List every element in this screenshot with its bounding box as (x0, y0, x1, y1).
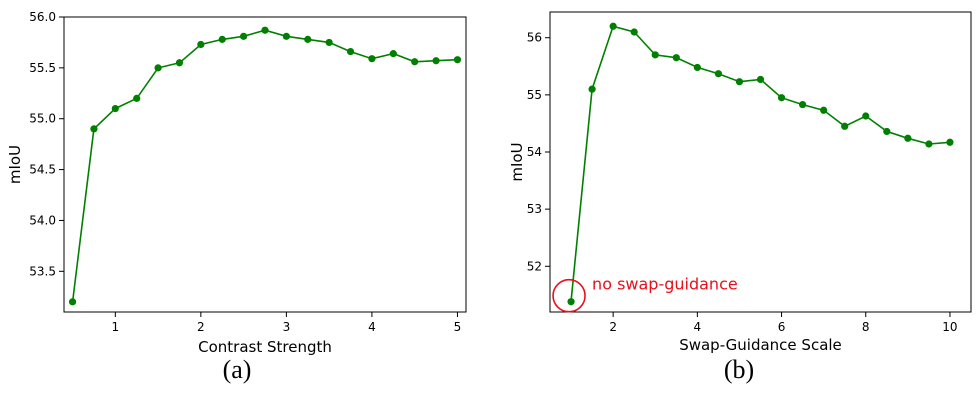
chart-a-series-line (71, 29, 458, 302)
chart-b-data-point (799, 100, 807, 109)
chart-a-data-point (453, 56, 462, 64)
chart-b-data-point (925, 140, 933, 148)
chart-b-data-point (651, 51, 659, 59)
chart-b: 2 4 6 8 10 52 53 54 55 56 Swap-Guidance Scale mIoU n… (508, 11, 972, 384)
chart-a-y-tick-label: 55.0 (29, 112, 56, 126)
chart-a-x-tick-label: 1 (111, 320, 119, 334)
chart-a-data-point (389, 50, 397, 58)
chart-a-data-point (411, 58, 419, 66)
chart-b-x-tick-label: 4 (694, 320, 702, 334)
chart-a-data-point (175, 59, 184, 67)
chart-b-data-point (567, 298, 575, 306)
chart-b-y-tick-label: 55 (527, 88, 542, 102)
chart-a-y-tick-label: 55.5 (29, 61, 56, 75)
chart-a-y-axis-label: mIoU (6, 145, 24, 184)
chart-b-data-point (904, 134, 912, 142)
chart-a-caption: (a) (223, 355, 252, 384)
chart-b-y-tick-label: 52 (527, 259, 542, 273)
chart-a-data-point (261, 26, 269, 34)
chart-b-data-point (714, 70, 723, 78)
chart-a-x-tick-label: 3 (283, 320, 291, 334)
chart-a-y-tick-label: 53.5 (29, 264, 56, 278)
chart-b-plot-frame (549, 11, 972, 313)
chart-b-x-axis-label: Swap-Guidance Scale (679, 336, 842, 354)
chart-a-data-point (90, 125, 98, 133)
chart-a-x-axis-label: Contrast Strength (198, 338, 332, 356)
chart-b-annotation-circle (552, 278, 586, 313)
chart-b-data-point (588, 85, 596, 93)
chart-b-x-tick-label: 6 (778, 320, 786, 334)
chart-b-annotation-text: no swap-guidance (592, 275, 738, 294)
chart-a-data-point (240, 32, 248, 40)
chart-b-data-point (883, 127, 891, 136)
chart-b-data-point (630, 28, 638, 36)
chart-a-data-point (68, 298, 77, 306)
chart-b-y-tick-label: 53 (527, 202, 542, 216)
chart-a-data-point (197, 40, 205, 49)
chart-a-plot-frame (63, 16, 467, 313)
chart-b-data-point (862, 112, 870, 120)
chart-a-y-tick-label: 56.0 (29, 10, 56, 24)
chart-a: 1 2 3 4 5 53.5 54.0 54.5 55.0 55.5 56.0 Contrast St… (6, 10, 467, 384)
chart-a-y-tick-label: 54.0 (29, 213, 56, 227)
chart-b-data-point (735, 78, 744, 86)
chart-b-x-tick-label: 8 (862, 320, 870, 334)
chart-b-data-point (820, 106, 828, 114)
chart-b-data-point (841, 122, 849, 130)
chart-a-data-point (282, 32, 290, 40)
chart-a-data-point (111, 104, 119, 113)
chart-b-y-tick-label: 54 (527, 145, 542, 159)
chart-b-data-point (693, 63, 701, 72)
chart-b-data-point (946, 138, 954, 146)
chart-b-y-tick-label: 56 (527, 31, 542, 45)
chart-a-data-point (432, 57, 440, 65)
chart-a-data-point (304, 35, 312, 43)
chart-a-y-tick-label: 54.5 (29, 163, 56, 177)
chart-a-data-point (154, 64, 162, 72)
chart-b-series-line (570, 25, 951, 302)
chart-b-x-tick-label: 2 (609, 320, 617, 334)
chart-b-data-point (756, 75, 765, 84)
chart-a-data-point (368, 55, 376, 63)
chart-b-data-point (672, 54, 680, 62)
chart-b-data-point (609, 22, 617, 30)
chart-a-x-tick-label: 2 (197, 320, 205, 334)
chart-b-caption: (b) (724, 355, 754, 384)
chart-b-data-point (777, 94, 786, 102)
chart-a-data-point (325, 38, 333, 47)
chart-a-x-tick-label: 4 (368, 320, 376, 334)
chart-b-x-tick-label: 10 (942, 320, 957, 334)
chart-a-data-point (346, 47, 355, 56)
chart-a-data-point (133, 94, 141, 102)
chart-a-x-tick-label: 5 (454, 320, 462, 334)
chart-a-data-point (218, 35, 226, 43)
chart-b-y-axis-label: mIoU (508, 142, 526, 181)
